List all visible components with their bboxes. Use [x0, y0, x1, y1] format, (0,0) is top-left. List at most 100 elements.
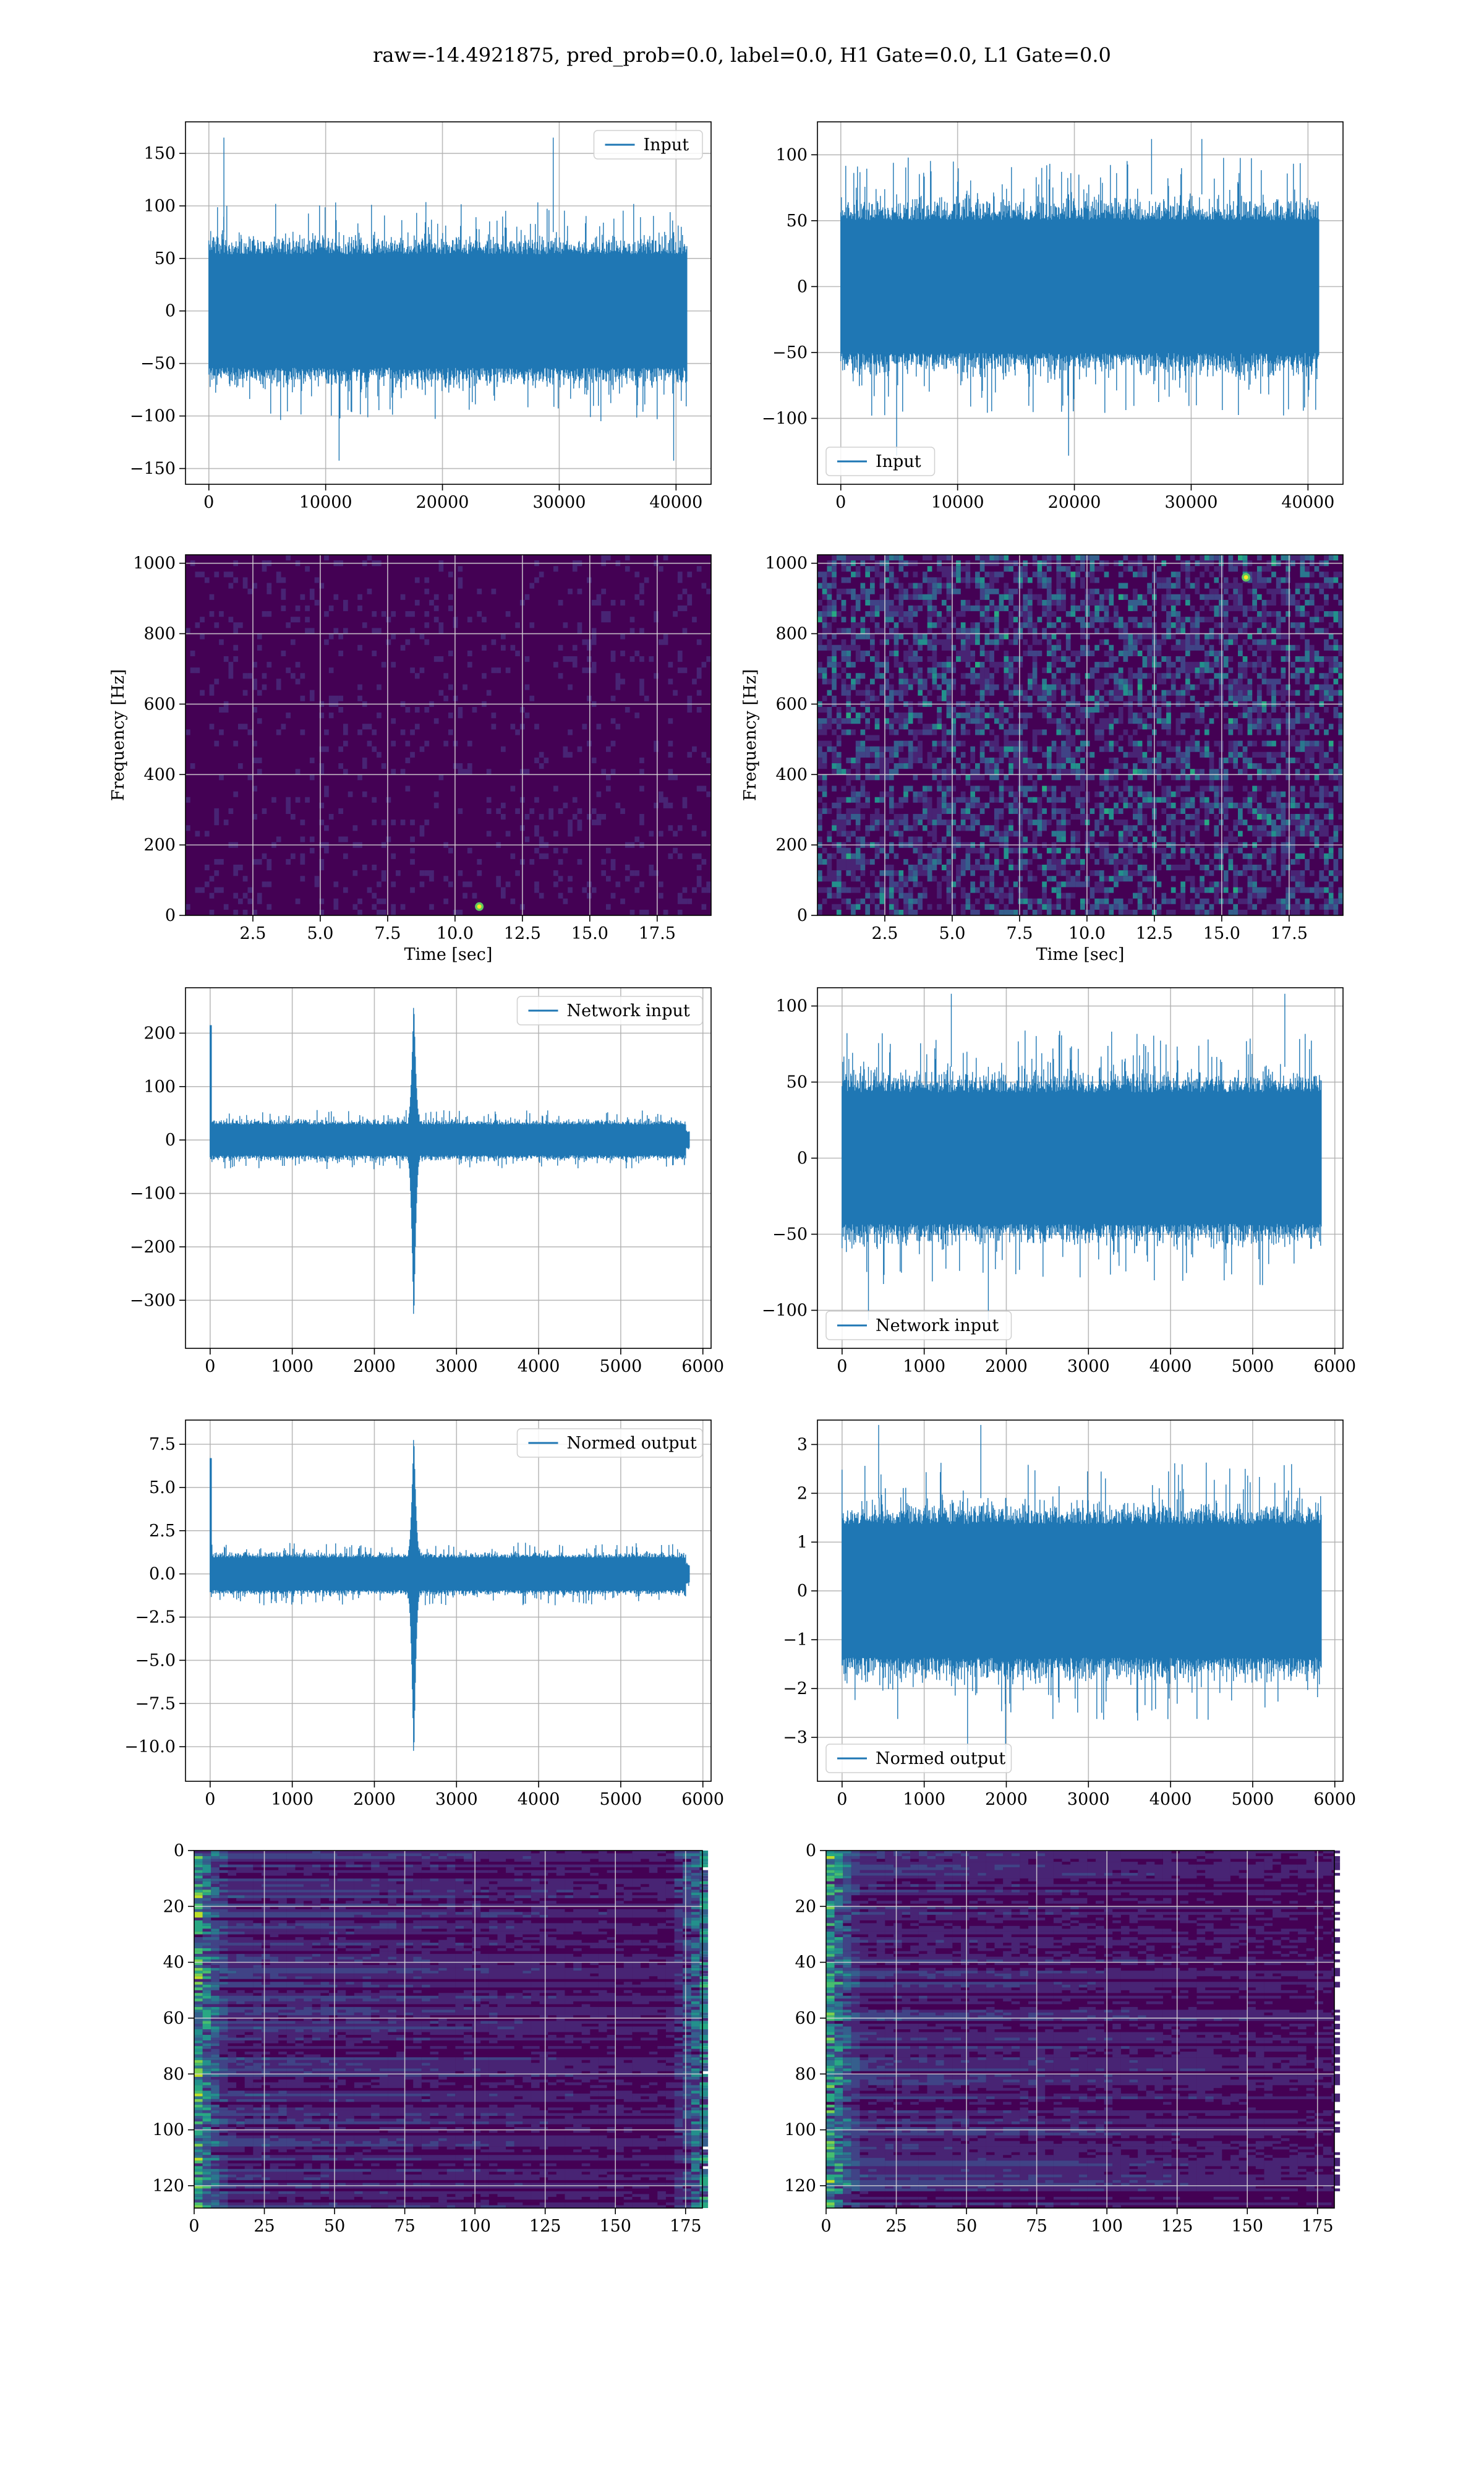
- embedding-right-ytick-label: 100: [784, 2121, 816, 2140]
- embedding-left-xtick-label: 0: [189, 2217, 199, 2236]
- embedding-left-cells: [194, 1851, 709, 2209]
- embedding-left-xtick-label: 50: [324, 2217, 345, 2236]
- input-right-series-line: [840, 139, 1320, 456]
- normed-left-legend-box: [516, 1428, 703, 1458]
- spectrogram-left-axes-frame: [185, 554, 712, 916]
- network-right-legend: Network input: [825, 1311, 1012, 1340]
- network-left-xtick-label: 3000: [435, 1357, 478, 1376]
- network-left-legend-label: Network input: [567, 1001, 690, 1021]
- network-right-xtick-label: 6000: [1313, 1357, 1356, 1376]
- input-right-xtick-label: 40000: [1281, 493, 1334, 512]
- network-right-ytick-label: 100: [775, 997, 808, 1016]
- spectrogram-right-ytick-label: 400: [775, 765, 808, 784]
- spectrogram-left-xtick-label: 17.5: [639, 924, 676, 943]
- network-right-xtick-label: 1000: [903, 1357, 945, 1376]
- input-left-ytick-label: −100: [130, 407, 176, 426]
- network-left-legend: Network input: [516, 996, 703, 1025]
- embedding-right-ytick-label: 80: [795, 2065, 816, 2084]
- input-left-series-line: [208, 137, 688, 461]
- network-left-axes-frame: [185, 987, 712, 1349]
- normed-left-plot-area: [186, 1420, 711, 1781]
- spectrogram-right-xtick-label: 2.5: [871, 924, 898, 943]
- spectrogram-left-xtick-label: 7.5: [374, 924, 401, 943]
- spectrogram-right-xtick-label: 5.0: [939, 924, 965, 943]
- input-left-xtick-label: 0: [203, 493, 214, 512]
- normed-left-ytick-label: −10.0: [124, 1737, 176, 1757]
- normed-left-xtick-label: 3000: [435, 1790, 478, 1809]
- embedding-left-axes-frame: [194, 1850, 703, 2209]
- network-left-xtick-label: 6000: [681, 1357, 724, 1376]
- spectrogram-right-ytick-label: 800: [775, 625, 808, 644]
- normed-right-ytick-label: 3: [797, 1435, 808, 1454]
- input-right-ytick-label: 100: [775, 145, 808, 165]
- embedding-right-xtick-label: 0: [821, 2217, 831, 2236]
- input-right-legend: Input: [825, 447, 936, 476]
- network-left-xtick-label: 1000: [271, 1357, 313, 1376]
- embedding-right-xtick-label: 100: [1091, 2217, 1123, 2236]
- embedding-right-cell-group: [826, 1851, 851, 2203]
- embedding-left-ytick-label: 120: [152, 2177, 184, 2196]
- normed-left-xtick-label: 1000: [271, 1790, 313, 1809]
- spectrogram-right-ylabel: Frequency [Hz]: [741, 669, 760, 801]
- network-right-xtick-label: 2000: [985, 1357, 1028, 1376]
- normed-left-ytick-label: −7.5: [135, 1694, 176, 1713]
- network-left-ytick-label: −300: [130, 1291, 176, 1310]
- network-left-xtick-label: 2000: [353, 1357, 396, 1376]
- normed-right-ytick-label: −3: [783, 1728, 808, 1747]
- network-right-series-line: [842, 993, 1322, 1320]
- spectrogram-left-ytick-label: 1000: [133, 554, 176, 573]
- normed-right-ytick-label: −2: [783, 1679, 808, 1698]
- input-right-xtick-label: 10000: [931, 493, 984, 512]
- input-left-xtick-label: 20000: [416, 493, 469, 512]
- embedding-left-xtick-label: 125: [529, 2217, 561, 2236]
- embedding-left-cell-group: [194, 1851, 709, 2209]
- spectrogram-right-xtick-label: 17.5: [1271, 924, 1308, 943]
- input-right-xtick-label: 0: [835, 493, 846, 512]
- network-right-ytick-label: −50: [772, 1225, 808, 1244]
- figure-title: raw=-14.4921875, pred_prob=0.0, label=0.…: [373, 43, 1111, 67]
- normed-left-axes-frame: [185, 1419, 712, 1782]
- normed-right-legend-label: Normed output: [876, 1749, 1005, 1768]
- network-right-xtick-label: 4000: [1149, 1357, 1192, 1376]
- normed-left-xtick-label: 5000: [600, 1790, 642, 1809]
- spectrogram-right-ytick-label: 1000: [765, 554, 808, 573]
- network-right-xtick-label: 5000: [1232, 1357, 1274, 1376]
- normed-right-xtick-label: 2000: [985, 1790, 1028, 1809]
- spectrogram-left-ylabel: Frequency [Hz]: [109, 669, 128, 801]
- normed-right-legend-box: [825, 1744, 1012, 1773]
- spectrogram-left-ytick-label: 200: [143, 836, 176, 855]
- normed-right-legend: Normed output: [825, 1744, 1012, 1773]
- spectrogram-left-ytick-label: 400: [143, 765, 176, 784]
- input-left-ytick-label: 50: [155, 249, 176, 268]
- spectrogram-right-xtick-label: 12.5: [1136, 924, 1173, 943]
- normed-left-legend: Normed output: [516, 1428, 703, 1458]
- normed-right-xtick-label: 4000: [1149, 1790, 1192, 1809]
- spectrogram-right-xlabel: Time [sec]: [1036, 945, 1125, 964]
- input-left-legend-label: Input: [644, 135, 689, 155]
- spectrogram-left-ytick-label: 0: [165, 906, 176, 925]
- spectrogram-left-xtick-label: 15.0: [571, 924, 608, 943]
- spectrogram-right-hot-spot-core: [1243, 575, 1248, 580]
- embedding-right-ytick-label: 0: [806, 1841, 816, 1860]
- embedding-left-ytick-label: 100: [152, 2121, 184, 2140]
- embedding-left-panel: 0 25 50 75 100 125 150 175 0 20 40 60 80 100 120: [152, 1841, 709, 2236]
- input-right-panel: 0 10000 20000 30000 40000 −100 −50 0 50 100 Input: [762, 121, 1344, 512]
- spectrogram-right-axes-frame: [817, 554, 1344, 916]
- normed-right-xtick-label: 6000: [1313, 1790, 1356, 1809]
- network-right-ytick-label: −100: [762, 1301, 808, 1320]
- embedding-right-panel: 0 25 50 75 100 125 150 175 0 20 40 60 80 100 120: [784, 1841, 1341, 2236]
- spectrogram-left-xtick-label: 2.5: [239, 924, 266, 943]
- spectrogram-right-panel: 2.5 5.0 7.5 10.0 12.5 15.0 17.5 0 200 400 600 800 10…: [741, 554, 1344, 964]
- spectrogram-left-grid: [186, 555, 711, 915]
- spectrogram-left-cells: [186, 555, 712, 916]
- input-left-legend-box: [593, 130, 703, 160]
- network-right-axes-frame: [817, 987, 1344, 1349]
- embedding-right-axes-frame: [825, 1850, 1335, 2209]
- input-left-xtick-label: 10000: [299, 493, 352, 512]
- input-right-ytick-label: −50: [772, 343, 808, 362]
- normed-left-ytick-label: 0.0: [149, 1565, 176, 1584]
- embedding-left-ytick-label: 20: [163, 1897, 184, 1916]
- spectrogram-left-hot-spot-core: [477, 904, 482, 909]
- normed-left-ytick-label: 5.0: [149, 1478, 176, 1497]
- normed-left-xtick-label: 4000: [518, 1790, 560, 1809]
